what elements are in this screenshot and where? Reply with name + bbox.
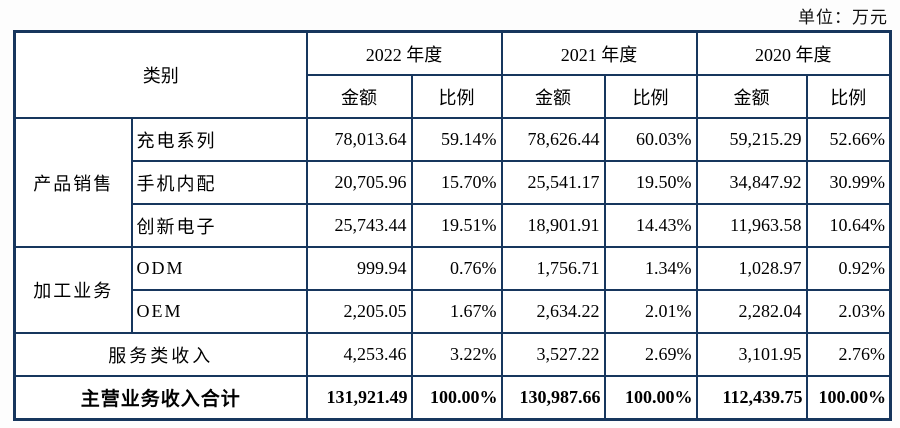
cell-value: 60.03% <box>603 117 698 162</box>
ratio-header-2021: 比例 <box>603 74 698 119</box>
cell-value: 2.01% <box>603 289 698 334</box>
cell-value: 0.76% <box>410 246 503 291</box>
group-label-processing-business: 加工业务 <box>13 246 133 334</box>
cell-value: 19.50% <box>603 160 698 205</box>
cell-value: 0.92% <box>805 246 892 291</box>
cell-value: 2,282.04 <box>695 289 808 334</box>
header-row-years: 类别 2022 年度 2021 年度 2020 年度 <box>13 30 892 119</box>
cell-value: 2.69% <box>603 332 698 377</box>
row-label-service-income: 服务类收入 <box>13 332 308 377</box>
amount-header-2020: 金额 <box>695 74 808 119</box>
amount-header-2022: 金额 <box>305 74 413 119</box>
table-row: 产品销售 充电系列 78,013.64 59.14% 78,626.44 60.… <box>13 117 892 248</box>
row-label-charging-series: 充电系列 <box>130 117 308 162</box>
cell-value: 52.66% <box>805 117 892 162</box>
cell-value: 100.00% <box>410 375 503 421</box>
row-label-odm: ODM <box>130 246 308 291</box>
row-label-innovative-electronics: 创新电子 <box>130 203 308 248</box>
cell-value: 11,963.58 <box>695 203 808 248</box>
cell-value: 15.70% <box>410 160 503 205</box>
cell-value: 2.03% <box>805 289 892 334</box>
cell-value: 130,987.66 <box>500 375 606 421</box>
revenue-breakdown-table: 类别 2022 年度 2021 年度 2020 年度 金额 比例 金额 比例 金… <box>13 30 892 421</box>
cell-value: 3,101.95 <box>695 332 808 377</box>
cell-value: 1.67% <box>410 289 503 334</box>
header-row-subcolumns: 金额 比例 金额 比例 金额 比例 <box>15 74 892 119</box>
ratio-header-2020: 比例 <box>805 74 892 119</box>
cell-value: 112,439.75 <box>695 375 808 421</box>
table-row: 加工业务 ODM 999.94 0.76% 1,756.71 1.34% 1,0… <box>13 246 892 334</box>
cell-value: 59.14% <box>410 117 503 162</box>
year-header-2022: 2022 年度 <box>305 30 503 76</box>
cell-value: 25,743.44 <box>305 203 413 248</box>
cell-value: 3.22% <box>410 332 503 377</box>
cell-value: 999.94 <box>305 246 413 291</box>
cell-value: 1,028.97 <box>695 246 808 291</box>
cell-value: 131,921.49 <box>305 375 413 421</box>
cell-value: 78,626.44 <box>500 117 606 162</box>
cell-value: 34,847.92 <box>695 160 808 205</box>
cell-value: 14.43% <box>603 203 698 248</box>
row-label-phone-accessories: 手机内配 <box>130 160 308 205</box>
cell-value: 30.99% <box>805 160 892 205</box>
cell-value: 19.51% <box>410 203 503 248</box>
cell-value: 59,215.29 <box>695 117 808 162</box>
table-row: 服务类收入 4,253.46 3.22% 3,527.22 2.69% 3,10… <box>13 332 892 377</box>
category-header: 类别 <box>13 30 308 119</box>
group-label-product-sales: 产品销售 <box>13 117 133 248</box>
unit-label: 单位：万元 <box>798 8 888 27</box>
table-row-total: 主营业务收入合计 131,921.49 100.00% 130,987.66 1… <box>13 375 892 421</box>
cell-value: 4,253.46 <box>305 332 413 377</box>
cell-value: 100.00% <box>805 375 892 421</box>
cell-value: 10.64% <box>805 203 892 248</box>
row-label-total-main-revenue: 主营业务收入合计 <box>13 375 308 421</box>
table-row: OEM 2,205.05 1.67% 2,634.22 2.01% 2,282.… <box>15 289 892 334</box>
cell-value: 1.34% <box>603 246 698 291</box>
cell-value: 100.00% <box>603 375 698 421</box>
cell-value: 25,541.17 <box>500 160 606 205</box>
table-row: 手机内配 20,705.96 15.70% 25,541.17 19.50% 3… <box>15 160 892 205</box>
cell-value: 3,527.22 <box>500 332 606 377</box>
cell-value: 2,634.22 <box>500 289 606 334</box>
year-header-2020: 2020 年度 <box>695 30 892 76</box>
year-header-2021: 2021 年度 <box>500 30 698 76</box>
cell-value: 18,901.91 <box>500 203 606 248</box>
row-label-oem: OEM <box>130 289 308 334</box>
ratio-header-2022: 比例 <box>410 74 503 119</box>
cell-value: 2,205.05 <box>305 289 413 334</box>
amount-header-2021: 金额 <box>500 74 606 119</box>
table-row: 创新电子 25,743.44 19.51% 18,901.91 14.43% 1… <box>15 203 892 248</box>
cell-value: 2.76% <box>805 332 892 377</box>
cell-value: 1,756.71 <box>500 246 606 291</box>
cell-value: 78,013.64 <box>305 117 413 162</box>
cell-value: 20,705.96 <box>305 160 413 205</box>
